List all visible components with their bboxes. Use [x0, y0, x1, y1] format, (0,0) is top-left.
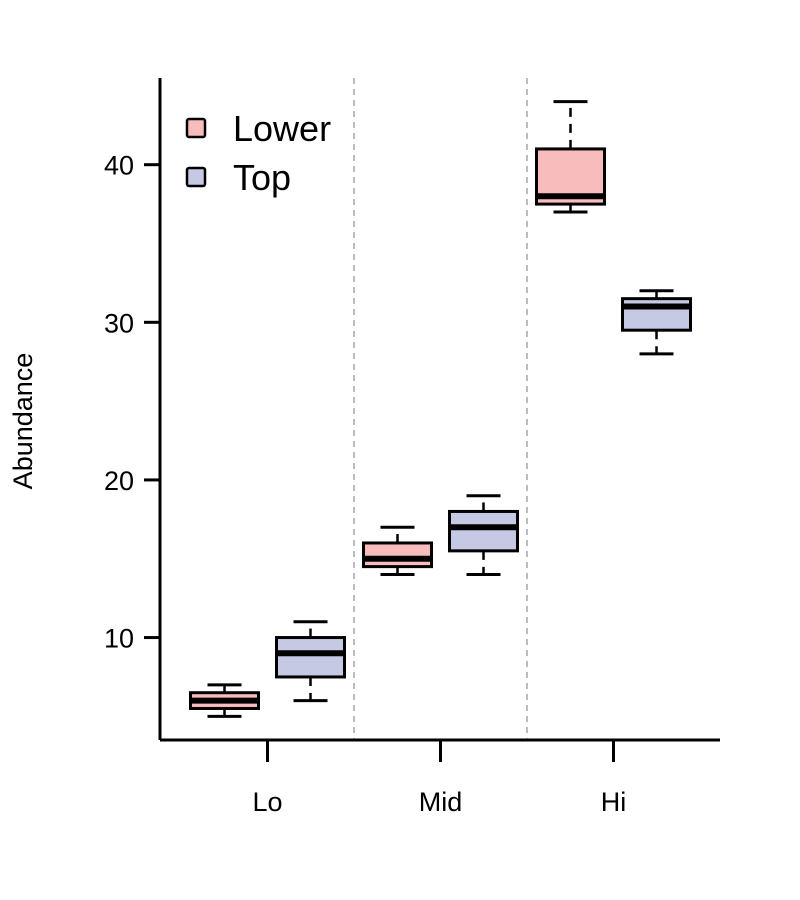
legend-label-top: Top: [233, 157, 291, 198]
legend-swatch-top: [185, 166, 207, 188]
x-tick-label: Hi: [601, 787, 627, 817]
legend-swatch-lower: [185, 117, 207, 139]
y-tick-label: 40: [104, 151, 134, 181]
y-axis-title: Abundance: [8, 353, 38, 490]
box-top-mid: [448, 509, 519, 553]
box-lower-mid: [362, 541, 433, 569]
x-tick-label: Mid: [419, 787, 463, 817]
legend-label-lower: Lower: [233, 108, 331, 149]
x-tick-label: Lo: [252, 787, 282, 817]
box-top-hi: [621, 297, 692, 332]
y-tick-label: 10: [104, 624, 134, 654]
y-tick-label: 20: [104, 466, 134, 496]
box-top-lo: [275, 636, 346, 679]
y-tick-label: 30: [104, 308, 134, 338]
